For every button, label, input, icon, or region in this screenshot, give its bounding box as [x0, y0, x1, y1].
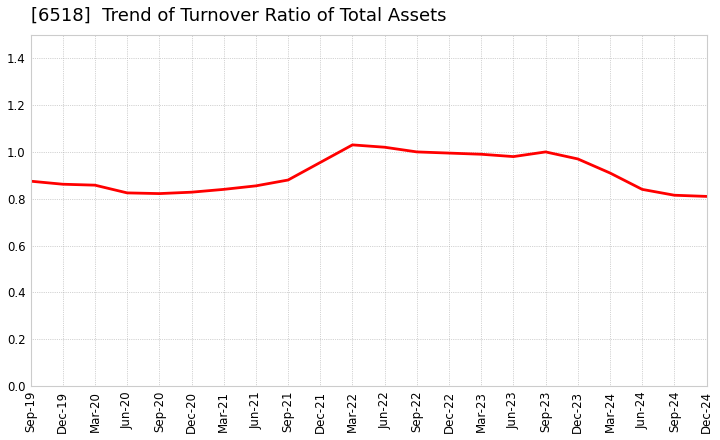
Text: [6518]  Trend of Turnover Ratio of Total Assets: [6518] Trend of Turnover Ratio of Total … [30, 7, 446, 25]
